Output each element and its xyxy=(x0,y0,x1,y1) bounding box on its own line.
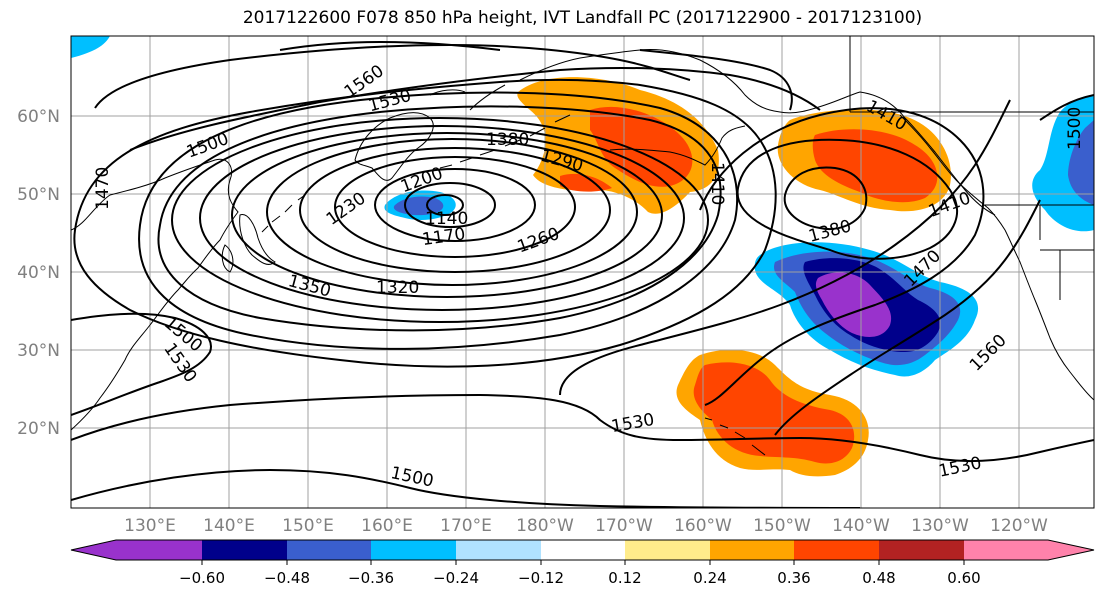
coast-state-borders xyxy=(849,36,1094,300)
contour-1230 xyxy=(334,156,576,258)
colorbar-outline xyxy=(70,539,1095,561)
coast-asia xyxy=(71,158,239,431)
lon-label: 170°W xyxy=(595,516,653,536)
contour-label: 1380 xyxy=(486,130,529,150)
colorbar-tick-label: 0.48 xyxy=(862,569,895,587)
contour-1500-west xyxy=(71,312,212,416)
lon-label: 150°W xyxy=(753,516,811,536)
map-title: 2017122600 F078 850 hPa height, IVT Land… xyxy=(242,8,923,28)
contour-1380 xyxy=(171,117,709,323)
ivt-negative-corner xyxy=(71,36,110,58)
contour-label: 1320 xyxy=(376,278,419,298)
contour-1200 xyxy=(374,168,536,242)
colorbar-segment xyxy=(456,540,541,560)
colorbar-segment xyxy=(541,540,625,560)
colorbar-min-arrow xyxy=(71,540,117,560)
ivt-negative-east-core xyxy=(1068,120,1094,205)
coast-hawaii xyxy=(704,417,766,456)
colorbar: −0.60 −0.48 −0.36 −0.24 −0.12 0.12 0.24 … xyxy=(70,539,1095,587)
contour-1350 xyxy=(199,125,685,311)
lon-label: 160°E xyxy=(361,516,413,536)
contour-1560-east xyxy=(774,199,1041,436)
colorbar-segment xyxy=(794,540,879,560)
lon-label: 160°W xyxy=(674,516,732,536)
contour-1560-north xyxy=(279,40,501,51)
lon-label: 120°W xyxy=(990,516,1048,536)
coast-kamchatka xyxy=(354,112,434,181)
contour-label: 1500 xyxy=(1065,107,1085,150)
colorbar-tick-label: −0.24 xyxy=(433,569,479,587)
colorbar-tick-label: 0.12 xyxy=(608,569,641,587)
lat-labels: 60°N 50°N 40°N 30°N 20°N xyxy=(17,107,60,439)
contour-1260 xyxy=(299,147,611,273)
colorbar-tick-label: −0.12 xyxy=(518,569,564,587)
ivt-negative-east xyxy=(1032,95,1094,232)
ivt-negative-nepac-core xyxy=(815,272,892,337)
contour-1560-ne xyxy=(639,49,793,111)
contour-label: 1470 xyxy=(93,167,113,210)
coast-bc xyxy=(899,114,1094,401)
contour-1290 xyxy=(266,138,638,286)
colorbar-segment xyxy=(625,540,710,560)
colorbar-segment xyxy=(202,540,287,560)
lon-label: 150°E xyxy=(282,516,334,536)
colorbar-tick-label: 0.36 xyxy=(777,569,810,587)
contour-1440 xyxy=(138,91,739,350)
colorbar-tick-label: 0.24 xyxy=(693,569,726,587)
lon-label: 130°E xyxy=(124,516,176,536)
colorbar-segment xyxy=(879,540,964,560)
contour-1410 xyxy=(157,105,722,332)
lon-label: 140°W xyxy=(832,516,890,536)
coast-alaska-peninsula xyxy=(609,125,746,166)
lat-label: 20°N xyxy=(17,419,60,439)
lon-label: 140°E xyxy=(203,516,255,536)
contour-1470-east xyxy=(699,107,985,406)
contour-1530-north xyxy=(94,43,691,109)
colorbar-tick-label: −0.36 xyxy=(348,569,394,587)
colorbar-tick-label: 0.60 xyxy=(947,569,980,587)
lon-labels: 130°E 140°E 150°E 160°E 170°E 180°W 170°… xyxy=(124,516,1048,536)
colorbar-segment xyxy=(116,540,202,560)
colorbar-segment xyxy=(964,540,1049,560)
lon-label: 180°W xyxy=(516,516,574,536)
contour-1410-east xyxy=(736,138,959,260)
lat-label: 60°N xyxy=(17,107,60,127)
colorbar-segment xyxy=(371,540,456,560)
contour-1500-east xyxy=(1039,94,1094,121)
coast-japan xyxy=(221,214,276,273)
lat-label: 40°N xyxy=(17,263,60,283)
ivt-positive-gulf-core xyxy=(812,129,938,203)
contour-label: 1410 xyxy=(707,162,727,205)
colorbar-tick-label: −0.48 xyxy=(264,569,310,587)
contour-label: 1140 xyxy=(425,209,468,229)
colorbar-max-arrow xyxy=(1048,540,1094,560)
contour-1320 xyxy=(231,132,663,298)
colorbar-segment xyxy=(287,540,371,560)
contour-1380-east xyxy=(783,166,868,230)
map-frame xyxy=(70,35,1095,509)
lon-label: 130°W xyxy=(911,516,969,536)
coastlines xyxy=(71,36,1094,456)
colorbar-segment xyxy=(710,540,794,560)
colorbar-tick-label: −0.60 xyxy=(179,569,225,587)
coast-alaska xyxy=(519,49,996,216)
lon-label: 170°E xyxy=(440,516,492,536)
lat-label: 50°N xyxy=(17,185,60,205)
contour-1500-north xyxy=(129,66,821,151)
coast-kurils xyxy=(261,194,306,233)
contour-1140 xyxy=(426,194,464,216)
contour-1170 xyxy=(404,182,496,228)
contour-1530-south xyxy=(71,393,1094,463)
contour-1530-east xyxy=(559,99,1011,396)
map-area: 1560 1530 1500 1470 1380 1290 1230 1200 … xyxy=(71,36,1094,508)
lat-label: 30°N xyxy=(17,341,60,361)
